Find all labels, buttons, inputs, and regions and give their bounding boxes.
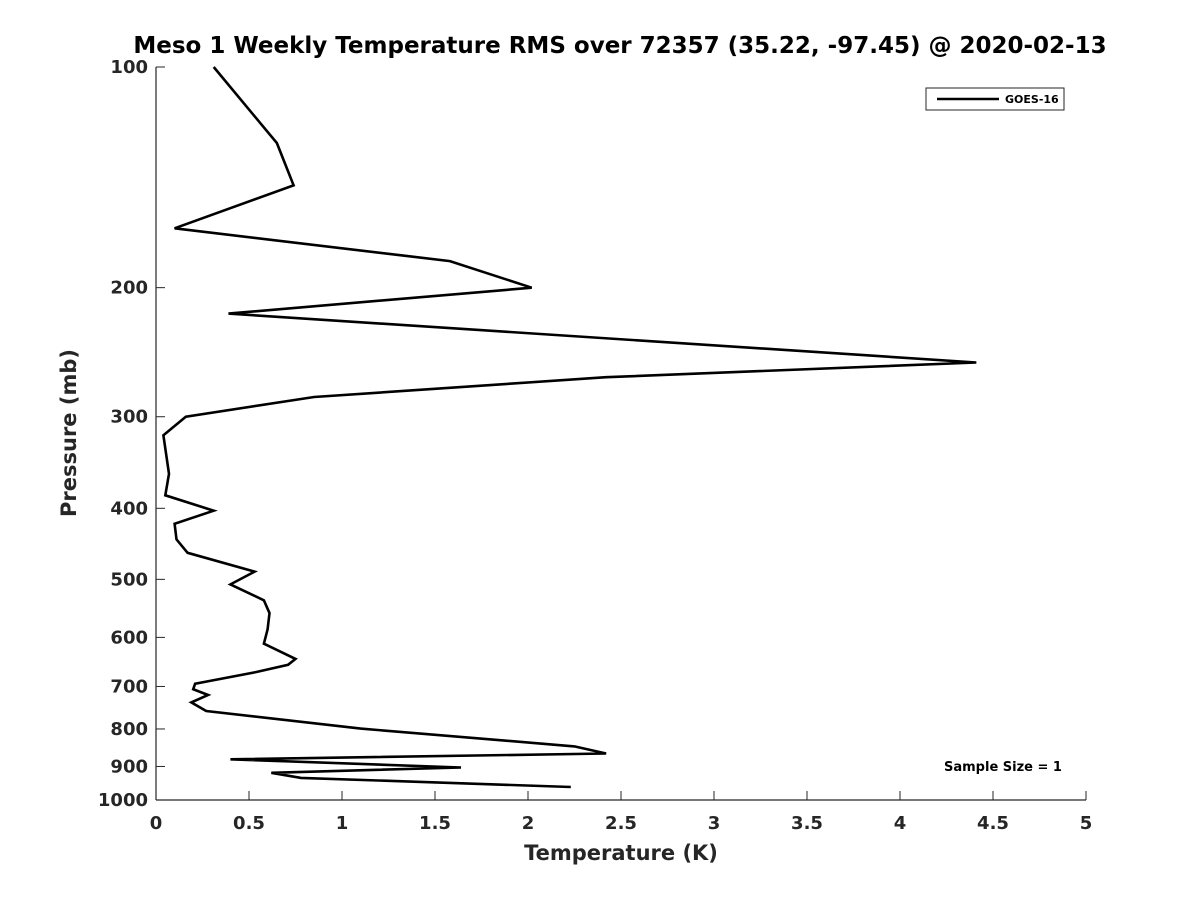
y-tick-label: 600 <box>110 627 148 648</box>
sample-size-annotation: Sample Size = 1 <box>944 760 1062 775</box>
x-tick-label: 3.5 <box>791 813 823 834</box>
y-tick-label: 800 <box>110 719 148 740</box>
y-tick-label: 900 <box>110 756 148 777</box>
y-tick-label: 200 <box>110 278 148 299</box>
y-tick-label: 300 <box>110 407 148 428</box>
y-tick-label: 1000 <box>98 790 148 811</box>
x-axis-label: Temperature (K) <box>524 841 718 865</box>
x-tick-label: 0.5 <box>233 813 265 834</box>
y-tick-label: 500 <box>110 569 148 590</box>
x-tick-label: 5 <box>1080 813 1093 834</box>
plot-area <box>156 67 1086 800</box>
x-tick-label: 1 <box>336 813 349 834</box>
y-tick-label: 100 <box>110 57 148 78</box>
chart-title: Meso 1 Weekly Temperature RMS over 72357… <box>133 33 1106 59</box>
x-tick-label: 2.5 <box>605 813 637 834</box>
y-axis-label: Pressure (mb) <box>57 349 81 517</box>
x-tick-label: 1.5 <box>419 813 451 834</box>
x-tick-label: 3 <box>708 813 721 834</box>
series-line-goes16 <box>162 66 977 789</box>
y-tick-label: 400 <box>110 498 148 519</box>
legend-label-goes16: GOES-16 <box>1005 93 1059 106</box>
x-tick-label: 4.5 <box>977 813 1009 834</box>
x-tick-label: 0 <box>150 813 163 834</box>
x-tick-label: 2 <box>522 813 535 834</box>
legend: GOES-16 <box>925 87 1065 111</box>
x-tick-label: 4 <box>894 813 907 834</box>
y-tick-label: 700 <box>110 676 148 697</box>
